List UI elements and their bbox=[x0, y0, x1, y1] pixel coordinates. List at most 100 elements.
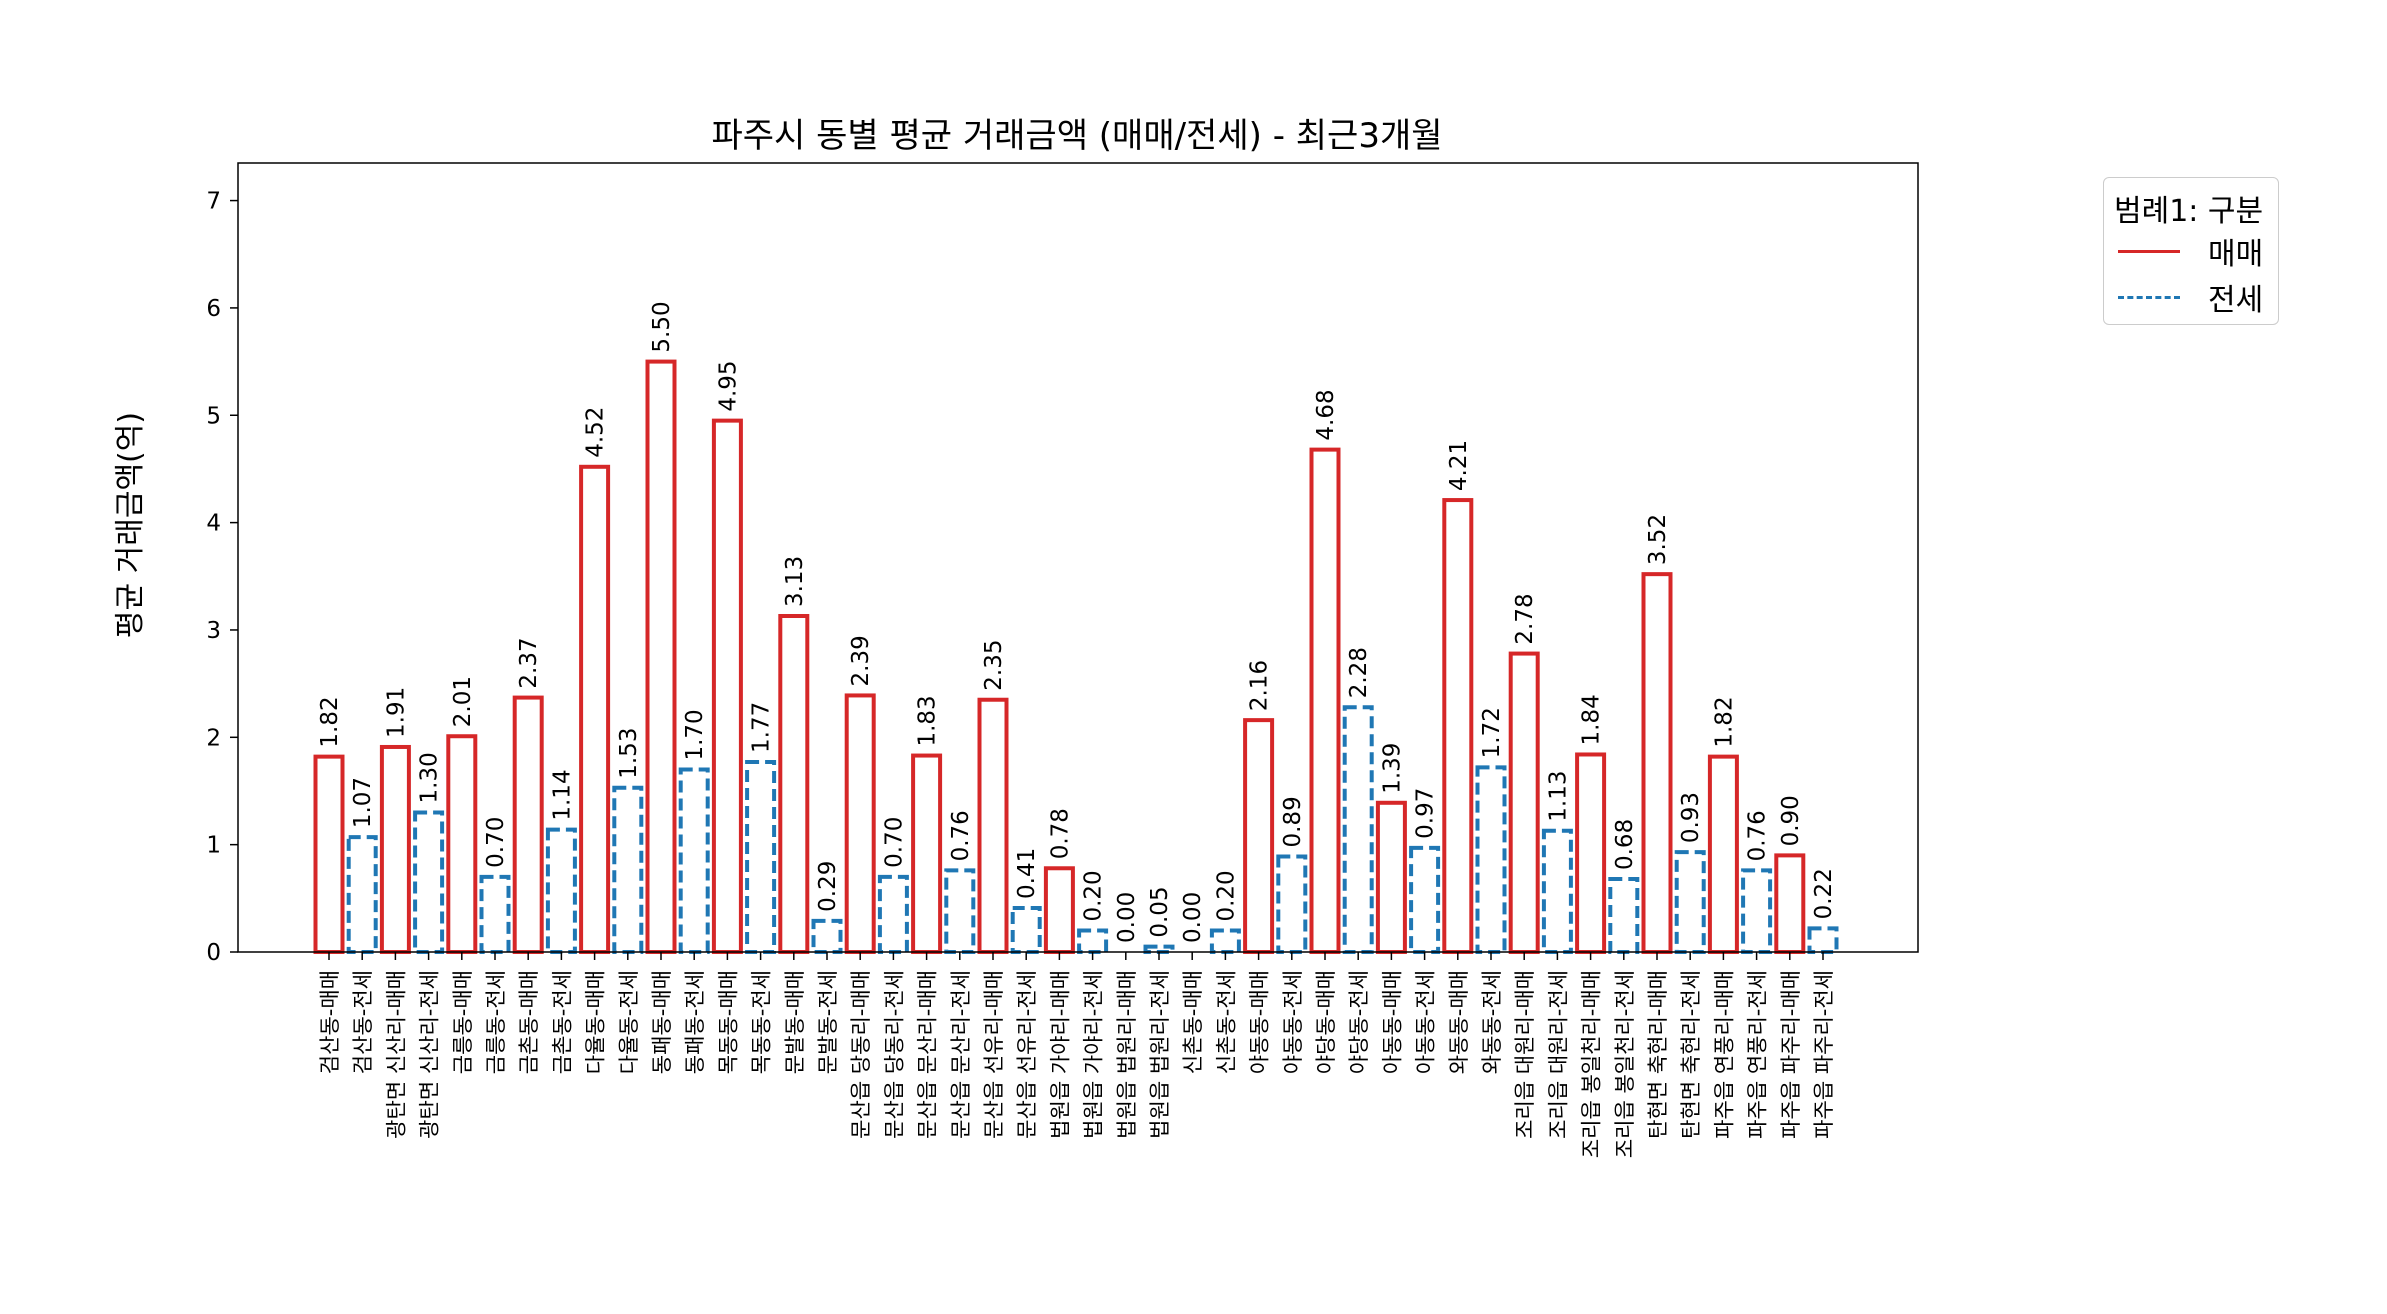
value-label: 1.39 bbox=[1379, 743, 1405, 794]
x-tick-label: 야동동-매매 bbox=[1248, 970, 1272, 1074]
bar bbox=[1409, 845, 1441, 955]
value-label: 3.52 bbox=[1645, 514, 1671, 565]
bar bbox=[379, 744, 411, 954]
bar bbox=[612, 785, 644, 954]
bar bbox=[446, 734, 478, 955]
value-label: 1.14 bbox=[549, 769, 575, 820]
bar bbox=[512, 695, 544, 955]
x-tick-label: 와동동-전세 bbox=[1480, 970, 1504, 1074]
x-tick-label: 탄현면 축현리-전세 bbox=[1679, 970, 1703, 1139]
x-tick-label: 파주읍 연풍리-전세 bbox=[1746, 970, 1770, 1139]
value-label: 0.78 bbox=[1047, 808, 1073, 859]
x-tick-label: 문발동-전세 bbox=[816, 970, 840, 1074]
value-label: 2.16 bbox=[1247, 660, 1273, 711]
x-tick-label: 신촌동-매매 bbox=[1181, 970, 1205, 1074]
x-tick-label: 금릉동-매매 bbox=[451, 970, 475, 1074]
legend-swatch-dashed bbox=[2118, 295, 2180, 299]
x-tick-label: 조리읍 봉일천리-전세 bbox=[1613, 970, 1637, 1158]
x-tick-label: 야동동-전세 bbox=[1281, 970, 1305, 1074]
value-label: 1.07 bbox=[350, 777, 376, 828]
bar bbox=[1741, 868, 1773, 954]
value-label: 1.30 bbox=[417, 752, 443, 803]
x-tick-label: 금릉동-전세 bbox=[484, 970, 508, 1074]
bar bbox=[711, 418, 743, 955]
bar bbox=[1807, 926, 1839, 954]
legend-title: 범례1: 구분 bbox=[2114, 194, 2264, 229]
bar bbox=[645, 359, 677, 954]
value-label: 0.29 bbox=[815, 861, 841, 912]
x-tick-label: 문산읍 선유리-전세 bbox=[1015, 970, 1039, 1139]
bar bbox=[1143, 944, 1175, 954]
x-tick-label: 금촌동-매매 bbox=[517, 970, 541, 1074]
value-label: 1.82 bbox=[1711, 696, 1737, 747]
value-label: 4.95 bbox=[715, 360, 741, 411]
x-tick-label: 아동동-매매 bbox=[1380, 970, 1404, 1074]
value-label: 0.20 bbox=[1081, 870, 1107, 921]
value-label: 2.01 bbox=[450, 676, 476, 727]
bar bbox=[844, 693, 876, 954]
x-tick-label: 야당동-전세 bbox=[1347, 970, 1371, 1074]
value-label: 4.52 bbox=[583, 407, 609, 458]
legend-item-jeonse: 전세 bbox=[2118, 279, 2263, 318]
x-tick-label: 광탄면 신산리-매매 bbox=[384, 970, 408, 1139]
bar bbox=[545, 827, 577, 955]
value-label: 0.20 bbox=[1213, 870, 1239, 921]
x-tick-label: 금촌동-전세 bbox=[550, 970, 574, 1074]
y-tick-label: 2 bbox=[206, 725, 221, 751]
bar bbox=[678, 767, 710, 954]
x-tick-label: 법원읍 가야리-매매 bbox=[1048, 970, 1072, 1139]
x-tick-label: 목동동-전세 bbox=[750, 970, 774, 1074]
y-tick-label: 7 bbox=[206, 189, 221, 215]
bar bbox=[1375, 800, 1407, 955]
y-tick-label: 6 bbox=[206, 296, 221, 322]
value-label: 1.13 bbox=[1545, 770, 1571, 821]
value-label: 1.91 bbox=[383, 687, 409, 738]
x-tick-label: 조리읍 대원리-전세 bbox=[1546, 970, 1570, 1139]
bars-group bbox=[313, 359, 1839, 955]
x-tick-label: 파주읍 연풍리-매매 bbox=[1712, 970, 1736, 1139]
value-label: 1.53 bbox=[616, 728, 642, 779]
x-tick-label: 목동동-매매 bbox=[716, 970, 740, 1074]
x-tick-label: 법원읍 가야리-전세 bbox=[1082, 970, 1106, 1139]
bar bbox=[911, 753, 943, 955]
x-tick-label: 문산읍 당동리-매매 bbox=[849, 970, 873, 1139]
bar bbox=[811, 918, 843, 954]
y-tick-label: 3 bbox=[206, 618, 221, 644]
bar bbox=[1541, 828, 1573, 954]
value-label: 0.76 bbox=[948, 810, 974, 861]
x-tick-label: 법원읍 법원리-전세 bbox=[1148, 970, 1172, 1139]
x-tick-label: 탄현면 축현리-매매 bbox=[1646, 970, 1670, 1139]
bar bbox=[1276, 854, 1308, 955]
x-tick-label: 파주읍 파주리-매매 bbox=[1779, 970, 1803, 1139]
bar bbox=[877, 874, 909, 954]
value-label: 0.93 bbox=[1678, 792, 1704, 843]
x-tick-label: 신촌동-전세 bbox=[1214, 970, 1238, 1074]
x-tick-label: 다율동-매매 bbox=[584, 970, 608, 1074]
value-label: 2.28 bbox=[1346, 647, 1372, 698]
bar bbox=[1475, 765, 1507, 955]
value-label: 5.50 bbox=[649, 301, 675, 352]
value-label: 0.22 bbox=[1811, 868, 1837, 919]
x-tick-label: 문산읍 당동리-전세 bbox=[882, 970, 906, 1139]
x-tick-label: 문산읍 문산리-매매 bbox=[916, 970, 940, 1139]
y-tick-label: 4 bbox=[206, 511, 221, 537]
plot-frame bbox=[237, 162, 1919, 953]
bar bbox=[1342, 705, 1374, 954]
value-label: 4.21 bbox=[1446, 440, 1472, 491]
bar bbox=[778, 614, 810, 954]
bar bbox=[1209, 928, 1241, 955]
value-label: 0.41 bbox=[1014, 848, 1040, 899]
bar bbox=[745, 759, 777, 954]
value-label: 2.37 bbox=[516, 637, 542, 688]
x-axis-ticks: 검산동-매매 검산동-전세 광탄면 신산리-매매 광탄면 신산리-전세 금릉동-매매 금릉… bbox=[318, 952, 1836, 1158]
value-label: 1.82 bbox=[317, 696, 343, 747]
value-label: 0.70 bbox=[881, 817, 907, 868]
value-label: 0.90 bbox=[1778, 795, 1804, 846]
value-label: 0.70 bbox=[483, 817, 509, 868]
bar bbox=[1641, 572, 1673, 955]
x-tick-label: 동패동-전세 bbox=[683, 970, 707, 1074]
bar bbox=[977, 697, 1009, 954]
bar bbox=[413, 810, 445, 954]
value-label: 0.00 bbox=[1114, 892, 1140, 943]
